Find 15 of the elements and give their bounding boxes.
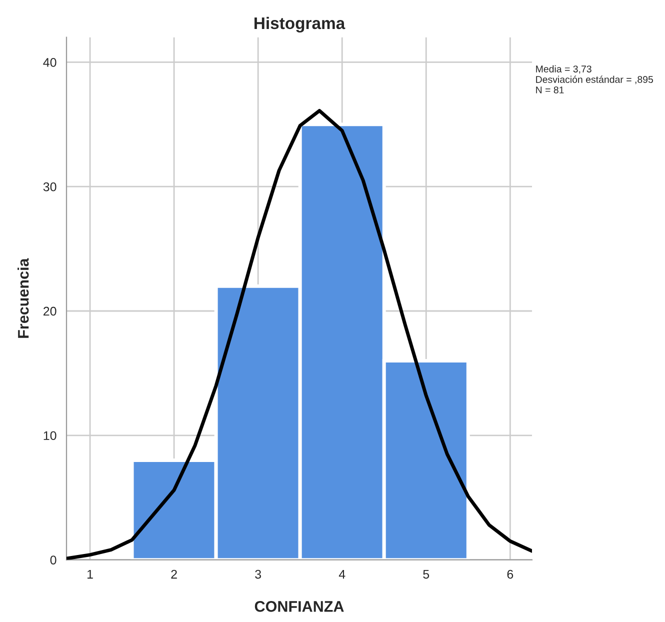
- x-axis-title: CONFIANZA: [254, 601, 344, 612]
- text: Media = 3,73 Desviación estándar = ,895 N = 81: [536, 65, 654, 94]
- y-tick-label: 40: [43, 58, 56, 67]
- y-tick-label: 30: [43, 182, 56, 192]
- y-axis-title: Frecuencia: [18, 258, 29, 338]
- x-tick-label: 1: [88, 570, 93, 579]
- chart-title: Histograma: [254, 16, 346, 33]
- y-tick-label: 10: [44, 431, 56, 440]
- x-tick-label: 2: [171, 570, 177, 579]
- x-tick-label: 3: [255, 570, 262, 579]
- y-tick-label: 0: [50, 556, 56, 564]
- x-tick-label: 6: [507, 570, 514, 579]
- x-tick-label: 5: [423, 570, 430, 579]
- y-tick-label: 20: [44, 306, 56, 316]
- x-tick-label: 4: [338, 570, 346, 579]
